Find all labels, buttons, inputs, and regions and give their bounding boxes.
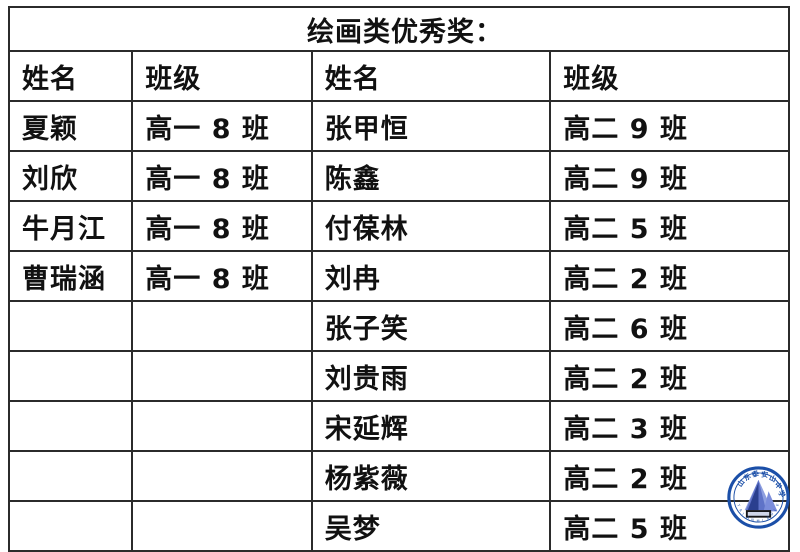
cell-name-right: 张甲恒 <box>310 100 552 152</box>
cell-class-right: 高二 2 班 <box>549 450 790 502</box>
cell-name-right: 吴梦 <box>310 500 552 552</box>
cell-class-right: 高二 2 班 <box>549 350 790 402</box>
column-header-class-right: 班级 <box>549 50 790 102</box>
cell-class-left: 高一 8 班 <box>131 150 313 202</box>
cell-name-right: 付葆林 <box>310 200 552 252</box>
cell-name-left: 夏颖 <box>7 100 134 152</box>
table-row: 宋延辉 高二 3 班 <box>7 400 790 452</box>
cell-class-left: 高一 8 班 <box>131 100 313 152</box>
cell-name-left: 刘欣 <box>7 150 134 202</box>
cell-name-right: 张子笑 <box>310 300 552 352</box>
cell-class-right: 高二 2 班 <box>549 250 790 302</box>
table-row: 曹瑞涵 高一 8 班 刘冉 高二 2 班 <box>7 250 790 302</box>
page-title: 绘画类优秀奖： <box>8 6 790 52</box>
table-row: 刘欣 高一 8 班 陈鑫 高二 9 班 <box>7 150 790 202</box>
empty-cell <box>131 350 313 402</box>
cell-class-right: 高二 9 班 <box>549 150 790 202</box>
cell-class-right: 高二 5 班 <box>549 500 790 552</box>
cell-name-left: 牛月江 <box>7 200 134 252</box>
cell-class-right: 高二 6 班 <box>549 300 790 352</box>
table-header-row: 姓名 班级 姓名 班级 <box>7 50 790 102</box>
empty-cell <box>131 300 313 352</box>
column-header-name-left: 姓名 <box>7 50 134 102</box>
cell-name-right: 杨紫薇 <box>310 450 552 502</box>
cell-class-left: 高一 8 班 <box>131 250 313 302</box>
cell-class-right: 高二 3 班 <box>549 400 790 452</box>
empty-cell <box>7 400 134 452</box>
cell-class-right: 高二 9 班 <box>549 100 790 152</box>
empty-cell <box>7 350 134 402</box>
empty-cell <box>131 450 313 502</box>
cell-name-right: 刘贵雨 <box>310 350 552 402</box>
empty-cell <box>7 300 134 352</box>
table-title-row: 绘画类优秀奖： <box>8 6 790 52</box>
column-header-name-right: 姓名 <box>310 50 552 102</box>
table-row: 吴梦 高二 5 班 <box>7 500 790 552</box>
column-header-class-left: 班级 <box>131 50 313 102</box>
cell-class-right: 高二 5 班 <box>549 200 790 252</box>
award-table: 绘画类优秀奖： 姓名 班级 姓名 班级 夏颖 高一 8 班 张甲恒 高二 9 班… <box>7 6 790 552</box>
table-row: 张子笑 高二 6 班 <box>7 300 790 352</box>
cell-name-left: 曹瑞涵 <box>7 250 134 302</box>
table-row: 牛月江 高一 8 班 付葆林 高二 5 班 <box>7 200 790 252</box>
table-row: 夏颖 高一 8 班 张甲恒 高二 9 班 <box>7 100 790 152</box>
empty-cell <box>131 400 313 452</box>
cell-name-right: 宋延辉 <box>310 400 552 452</box>
empty-cell <box>7 500 134 552</box>
empty-cell <box>131 500 313 552</box>
table-row: 刘贵雨 高二 2 班 <box>7 350 790 402</box>
cell-name-right: 刘冉 <box>310 250 552 302</box>
empty-cell <box>7 450 134 502</box>
cell-name-right: 陈鑫 <box>310 150 552 202</box>
table-row: 杨紫薇 高二 2 班 <box>7 450 790 502</box>
cell-class-left: 高一 8 班 <box>131 200 313 252</box>
